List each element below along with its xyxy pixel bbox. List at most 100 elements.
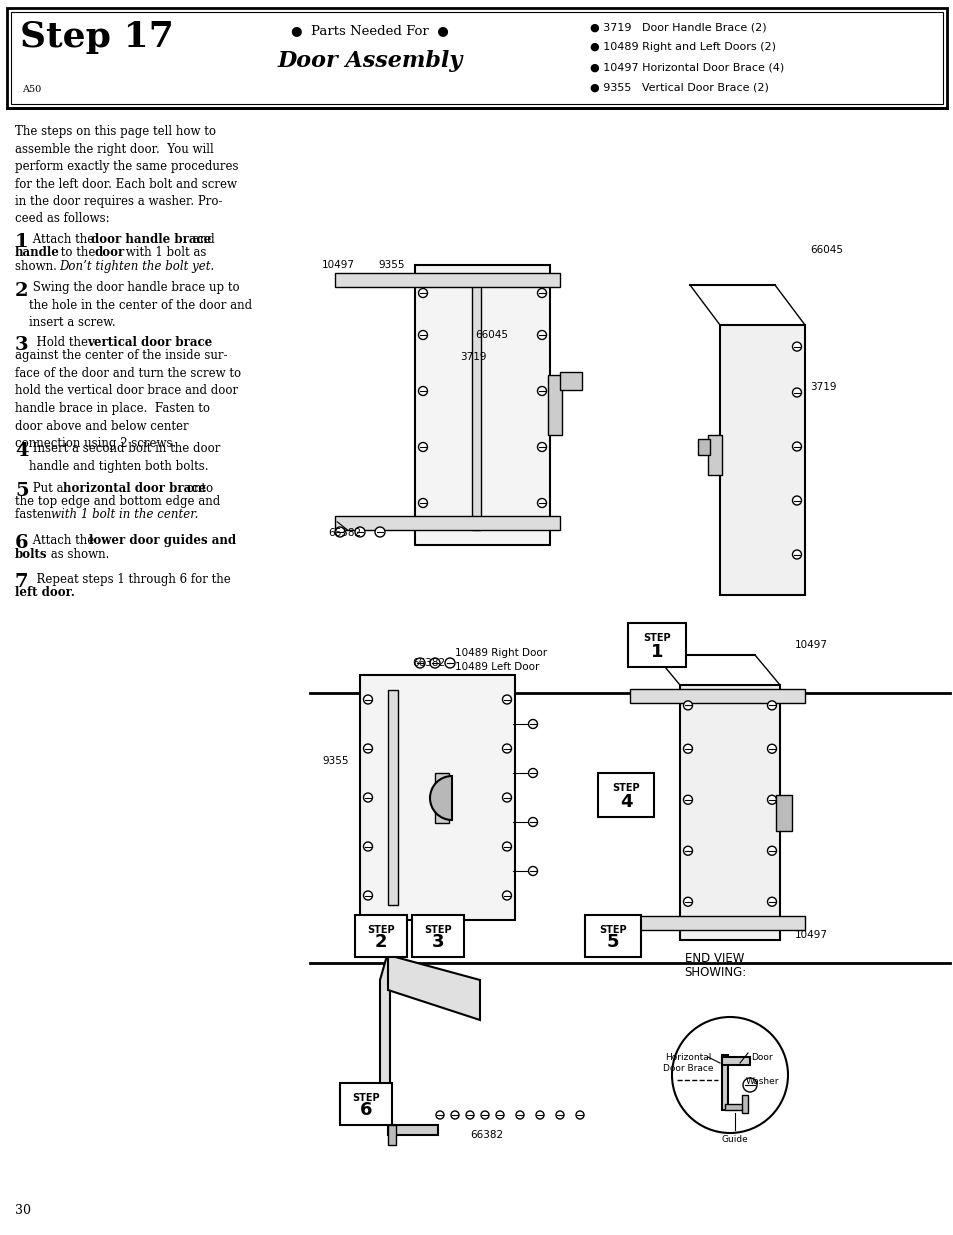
Text: 66382: 66382 [328,529,361,538]
Polygon shape [388,955,479,1020]
Text: 5: 5 [15,482,29,499]
Text: 3: 3 [432,932,444,951]
Text: ● 9355   Vertical Door Brace (2): ● 9355 Vertical Door Brace (2) [589,82,768,91]
Bar [629,916,804,930]
Circle shape [682,745,692,753]
Text: door handle brace: door handle brace [91,233,211,246]
Text: vertical door brace: vertical door brace [87,336,212,350]
Text: Hold the: Hold the [29,336,91,350]
Text: ● 10489 Right and Left Doors (2): ● 10489 Right and Left Doors (2) [589,42,775,52]
Text: ● 3719   Door Handle Brace (2): ● 3719 Door Handle Brace (2) [589,22,766,32]
Text: 3719: 3719 [809,382,836,391]
Bar [598,773,654,818]
Bar [775,795,791,831]
Text: as shown.: as shown. [47,547,110,561]
Circle shape [792,388,801,396]
Text: The steps on this page tell how to
assemble the right door.  You will
perform ex: The steps on this page tell how to assem… [15,125,238,226]
Circle shape [502,793,511,802]
Text: 2: 2 [15,282,29,300]
Text: 66045: 66045 [809,245,842,254]
Text: STEP: STEP [642,634,670,643]
Bar [698,438,709,454]
Bar [629,689,804,703]
Circle shape [792,342,801,351]
Text: Insert a second bolt in the door
handle and tighten both bolts.: Insert a second bolt in the door handle … [29,442,220,473]
Circle shape [502,695,511,704]
Text: 7: 7 [15,573,29,592]
Circle shape [537,331,546,340]
Text: Horizontal
Door Brace: Horizontal Door Brace [662,1053,713,1073]
Circle shape [516,1112,523,1119]
Circle shape [502,842,511,851]
Circle shape [792,550,801,559]
Text: left door.: left door. [15,587,74,599]
Text: Guide: Guide [720,1135,747,1144]
Text: STEP: STEP [598,925,626,935]
Circle shape [502,890,511,900]
Text: Attach the: Attach the [29,233,98,246]
Text: and: and [189,233,214,246]
Text: 3: 3 [15,336,29,354]
Circle shape [537,289,546,298]
Polygon shape [379,945,390,1125]
Circle shape [418,442,427,452]
Circle shape [537,499,546,508]
Text: against the center of the inside sur-
face of the door and turn the screw to
hol: against the center of the inside sur- fa… [15,350,241,450]
Text: 10497: 10497 [322,261,355,270]
Circle shape [556,1112,563,1119]
Text: door: door [95,247,125,259]
Bar [584,915,640,957]
Text: Door: Door [750,1053,772,1062]
Text: 66045: 66045 [475,330,507,340]
Text: Swing the door handle brace up to
the hole in the center of the door and
insert : Swing the door handle brace up to the ho… [29,282,252,330]
Circle shape [682,795,692,804]
Circle shape [363,743,372,753]
Circle shape [375,527,385,537]
Text: the top edge and bottom edge and: the top edge and bottom edge and [15,495,220,508]
Circle shape [363,890,372,900]
Circle shape [528,720,537,729]
Circle shape [767,846,776,856]
Bar [355,915,407,957]
Bar [359,676,515,920]
Bar [412,915,463,957]
Bar [720,325,804,595]
Circle shape [671,1016,787,1132]
Text: STEP: STEP [612,783,639,793]
Circle shape [465,1112,474,1119]
Text: END VIEW: END VIEW [684,952,744,965]
Text: SHOWING:: SHOWING: [683,966,745,979]
Text: 6: 6 [359,1100,372,1119]
Text: to the: to the [57,247,99,259]
Text: handle: handle [15,247,60,259]
Text: 9355: 9355 [377,261,404,270]
Text: ●  Parts Needed For  ●: ● Parts Needed For ● [291,23,449,37]
Text: ● 10497 Horizontal Door Brace (4): ● 10497 Horizontal Door Brace (4) [589,62,783,72]
Text: 30: 30 [15,1204,30,1216]
Bar [335,516,559,530]
Circle shape [742,1078,757,1092]
Text: Don’t tighten the bolt yet.: Don’t tighten the bolt yet. [59,261,214,273]
Bar [388,1125,437,1135]
Text: 1: 1 [15,233,29,251]
Text: STEP: STEP [424,925,452,935]
Text: with 1 bolt as: with 1 bolt as [122,247,206,259]
Text: STEP: STEP [367,925,395,935]
Bar [11,12,942,104]
Circle shape [444,658,455,668]
Text: with 1 bolt in the center.: with 1 bolt in the center. [51,509,198,521]
Bar [724,1104,744,1110]
Circle shape [767,795,776,804]
Bar [679,685,780,940]
Text: lower door guides and: lower door guides and [89,534,236,547]
Circle shape [355,527,365,537]
Circle shape [537,387,546,395]
Text: 66382: 66382 [412,658,445,668]
Wedge shape [430,776,452,820]
Circle shape [418,289,427,298]
Bar [388,690,397,905]
Circle shape [480,1112,489,1119]
Text: 4: 4 [15,442,29,461]
Text: fasten: fasten [15,509,55,521]
Text: shown.: shown. [15,261,64,273]
